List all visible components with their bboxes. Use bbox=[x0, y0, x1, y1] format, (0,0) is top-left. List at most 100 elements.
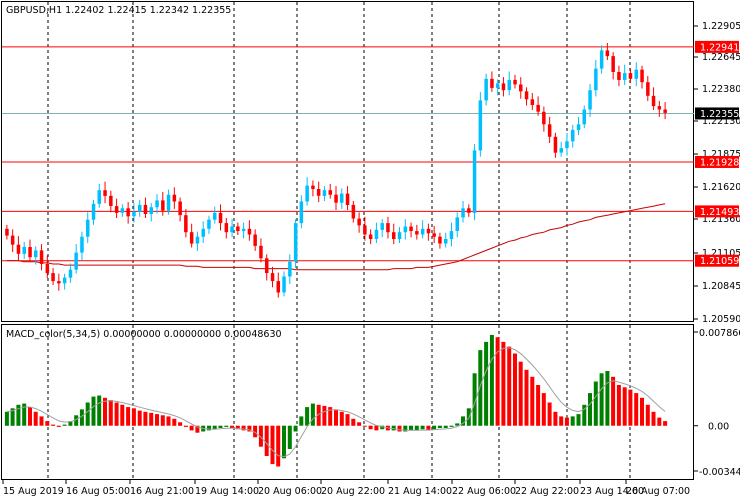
candle-body bbox=[467, 208, 471, 213]
macd-bar bbox=[91, 396, 96, 426]
macd-bar bbox=[576, 414, 581, 426]
macd-bar bbox=[409, 425, 413, 431]
macd-bar bbox=[368, 425, 373, 430]
candle-body bbox=[138, 204, 142, 212]
candle-body bbox=[316, 189, 321, 196]
macd-tick-label: 0.0078666 bbox=[699, 328, 740, 339]
candle-body bbox=[357, 218, 361, 226]
candle-body bbox=[299, 201, 304, 224]
price-tick-label: 1.22380 bbox=[702, 84, 740, 95]
macd-bar bbox=[570, 416, 575, 426]
candle-body bbox=[553, 136, 558, 153]
candle-body bbox=[438, 236, 442, 244]
candles bbox=[5, 43, 667, 298]
candle-body bbox=[143, 204, 148, 214]
candle-body bbox=[582, 109, 586, 125]
macd-bar bbox=[426, 425, 431, 431]
candle-body bbox=[218, 212, 223, 224]
candle-body bbox=[126, 208, 130, 217]
macd-bar bbox=[599, 373, 604, 426]
macd-bar bbox=[131, 408, 136, 426]
level-badge-label: 1.22941 bbox=[700, 42, 739, 53]
macd-bar bbox=[293, 425, 298, 432]
candle-body bbox=[282, 276, 286, 293]
candle-body bbox=[565, 141, 569, 149]
macd-bar bbox=[39, 416, 44, 426]
macd-bar bbox=[218, 425, 223, 428]
candle-body bbox=[322, 190, 327, 196]
level-badge bbox=[695, 40, 739, 53]
macd-bar bbox=[449, 425, 454, 427]
candle-body bbox=[599, 50, 604, 69]
macd-bar bbox=[536, 385, 541, 426]
macd-bar bbox=[339, 411, 344, 426]
macd-bar bbox=[207, 425, 211, 431]
macd-bar bbox=[287, 425, 292, 449]
candle-body bbox=[149, 207, 153, 214]
candle-body bbox=[478, 100, 483, 151]
macd-bar bbox=[391, 425, 396, 431]
price-axis: 1.22905 1.22645 1.22380 1.22130 1.21875 1.216… bbox=[694, 21, 740, 325]
candle-body bbox=[97, 190, 101, 204]
macd-bar bbox=[634, 393, 639, 426]
candle-body bbox=[195, 236, 200, 244]
macd-bar bbox=[657, 417, 662, 426]
macd-bar bbox=[322, 405, 327, 426]
candle-body bbox=[646, 82, 650, 96]
macd-bar bbox=[137, 410, 142, 426]
macd-bar bbox=[645, 404, 650, 426]
macd-bar bbox=[22, 403, 27, 426]
candle-body bbox=[420, 228, 425, 235]
candle-body bbox=[351, 204, 356, 219]
candle-body bbox=[109, 195, 113, 206]
macd-bar bbox=[588, 393, 592, 426]
macd-bar bbox=[414, 425, 419, 431]
macd-bar bbox=[420, 425, 425, 430]
macd-bar bbox=[495, 337, 500, 426]
candle-body bbox=[57, 281, 61, 284]
macd-bar bbox=[299, 416, 304, 426]
candle-body bbox=[576, 124, 581, 130]
candle-body bbox=[10, 235, 15, 245]
candle-body bbox=[605, 50, 610, 57]
macd-bar bbox=[611, 376, 616, 426]
macd-bar bbox=[241, 425, 246, 431]
time-tick-label: 21 Aug 14:00 bbox=[388, 486, 452, 497]
candle-body bbox=[201, 228, 205, 237]
macd-bar bbox=[616, 385, 621, 426]
macd-bar bbox=[432, 425, 437, 430]
candle-body bbox=[657, 106, 662, 110]
level-badges: 1.22941 1.21928 1.21493 1.21059 1.22355 bbox=[695, 40, 739, 267]
candle-body bbox=[513, 79, 517, 85]
macd-bar bbox=[253, 425, 258, 438]
candle-body bbox=[380, 223, 384, 230]
candle-body bbox=[265, 258, 269, 274]
candle-body bbox=[311, 185, 315, 189]
level-badge bbox=[695, 254, 739, 267]
candle-body bbox=[34, 250, 38, 258]
macd-bar bbox=[224, 425, 229, 427]
macd-bar bbox=[74, 415, 79, 426]
candle-body bbox=[213, 212, 217, 220]
vertical-grid bbox=[47, 2, 631, 479]
current-price-badge bbox=[695, 107, 739, 120]
macd-bar bbox=[247, 425, 252, 432]
candle-body bbox=[432, 233, 436, 237]
candle-body bbox=[392, 232, 396, 239]
macd-bar bbox=[230, 425, 234, 428]
candle-body bbox=[594, 68, 598, 91]
candle-body bbox=[397, 232, 402, 239]
candle-body bbox=[542, 111, 546, 125]
macd-bar bbox=[605, 371, 610, 426]
macd-bar bbox=[380, 425, 385, 430]
macd-bar bbox=[149, 412, 154, 426]
candle-body bbox=[189, 232, 194, 244]
candle-body bbox=[501, 83, 506, 91]
time-tick-label: 20 Aug 06:00 bbox=[258, 486, 322, 497]
macd-bar bbox=[126, 407, 131, 426]
candle-body bbox=[449, 231, 454, 240]
macd-bar bbox=[564, 417, 569, 426]
candle-body bbox=[91, 203, 96, 220]
